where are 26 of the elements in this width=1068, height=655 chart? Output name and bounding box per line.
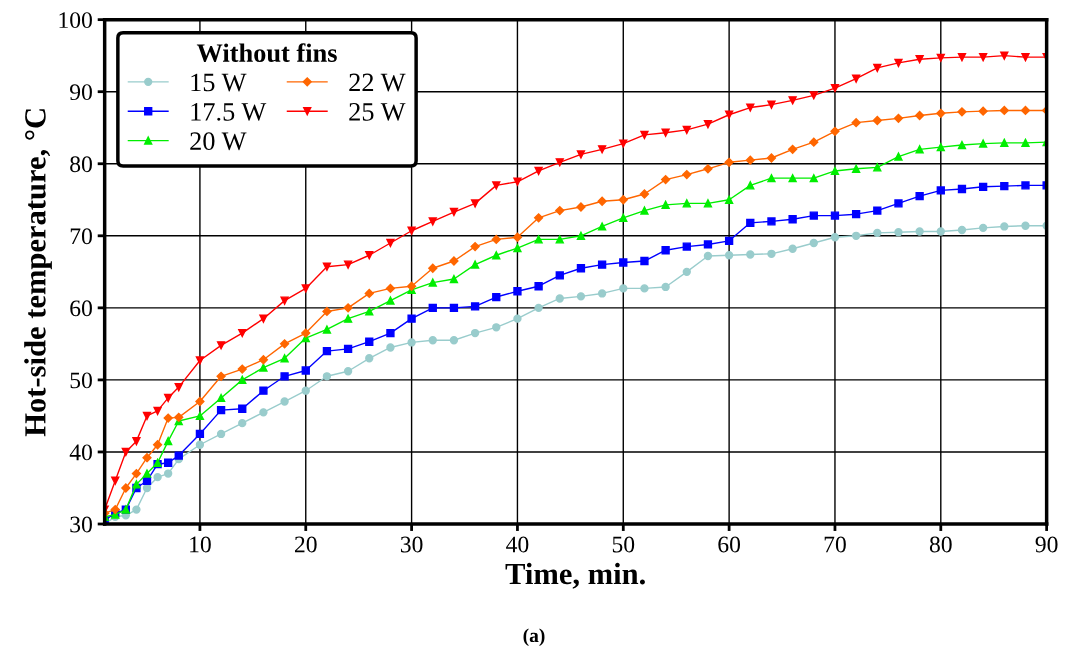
- legend-label: 25 W: [349, 102, 406, 121]
- y-tick-label: 50: [70, 372, 92, 389]
- x-axis-title: Time, min.: [505, 562, 645, 589]
- x-tick-label: 20: [294, 536, 317, 553]
- y-tick-label: 30: [70, 516, 92, 533]
- x-tick-label: 60: [718, 536, 741, 553]
- y-axis-title: Hot-side temperature, °C: [24, 109, 52, 437]
- text: (a): [523, 628, 545, 647]
- legend-title: Without fins: [196, 43, 337, 63]
- x-tick-label: 30: [400, 536, 423, 553]
- legend-label: 22 W: [349, 73, 406, 92]
- y-tick-label: 80: [70, 156, 92, 173]
- legend-label: 15 W: [191, 73, 247, 92]
- x-tick-label: 70: [824, 536, 846, 553]
- x-tick-label: 10: [190, 536, 211, 553]
- y-tick-label: 60: [70, 300, 92, 317]
- y-tick-label: 40: [69, 444, 92, 461]
- x-tick-label: 90: [1035, 536, 1058, 553]
- legend-label: 17.5 W: [191, 103, 267, 121]
- y-tick-label: 100: [59, 12, 92, 29]
- x-tick-label: 80: [929, 536, 952, 553]
- y-tick-label: 90: [70, 84, 92, 101]
- x-tick-label: 40: [506, 536, 529, 553]
- legend-label: 20 W: [190, 132, 247, 151]
- x-tick-label: 50: [612, 536, 635, 553]
- y-tick-label: 70: [70, 228, 92, 245]
